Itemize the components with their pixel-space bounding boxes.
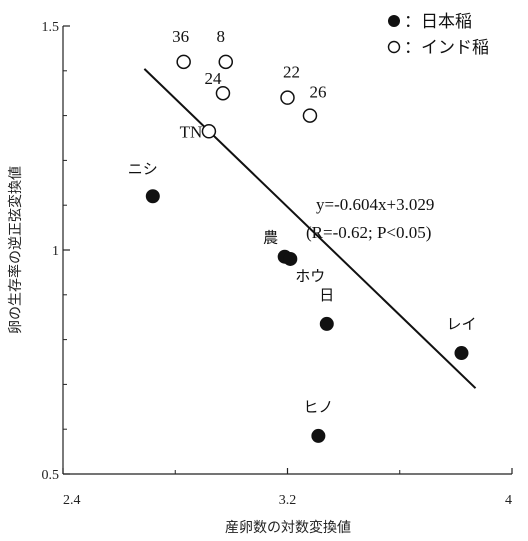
- point-indica: [218, 54, 234, 70]
- point-label: ニシ: [128, 160, 158, 178]
- point-label: ヒノ: [303, 398, 333, 416]
- point-indica: [201, 124, 217, 139]
- point-indica: [176, 54, 191, 70]
- x-tick-label: 3.2: [279, 493, 297, 508]
- point-japonica: [311, 428, 326, 443]
- point-indica: [302, 108, 318, 123]
- tick-labels: 2.4 3.2 4 0.5 1 1.5: [42, 20, 513, 508]
- x-tick-label: 4: [505, 493, 512, 508]
- legend-label-japonica: ：日本稲: [404, 12, 472, 32]
- regression: [143, 68, 477, 389]
- regression-line: [143, 68, 477, 389]
- point-japonica: [319, 316, 334, 331]
- x-axis-title: 産卵数の対数変換値: [225, 519, 351, 536]
- point-japonica: [283, 251, 298, 266]
- regression-stats: (R=-0.62; P<0.05): [306, 223, 431, 242]
- point-label: レイ: [446, 315, 476, 333]
- x-tick-label: 2.4: [63, 493, 81, 508]
- point-japonica: [454, 346, 469, 361]
- point-label: 農: [263, 229, 278, 247]
- y-tick-label: 1.5: [42, 20, 60, 35]
- point-label: 22: [283, 63, 300, 82]
- point-label: 8: [217, 27, 226, 46]
- y-tick-label: 0.5: [42, 468, 60, 483]
- point-label: 26: [309, 83, 326, 102]
- legend-filled-marker: [388, 15, 400, 27]
- point-label: 日: [319, 286, 334, 304]
- point-label: TN: [180, 122, 203, 141]
- point-japonica: [145, 189, 160, 204]
- point-label: ホウ: [295, 267, 325, 285]
- legend: ：日本稲 ：インド稲: [387, 12, 489, 58]
- equation-annotation: y=-0.604x+3.029 (R=-0.62; P<0.05): [306, 195, 434, 242]
- point-label: 36: [172, 27, 189, 46]
- ticks: [62, 25, 513, 475]
- y-tick-label: 1: [52, 244, 59, 259]
- data-points: [145, 54, 469, 443]
- y-axis-title: 卵の生存率の逆正弦変換値: [7, 166, 24, 334]
- point-indica: [215, 85, 231, 101]
- legend-label-indica: ：インド稲: [404, 38, 489, 58]
- regression-equation: y=-0.604x+3.029: [316, 195, 434, 214]
- point-indica: [280, 90, 295, 105]
- legend-open-marker: [387, 40, 401, 54]
- point-label: 24: [204, 69, 222, 88]
